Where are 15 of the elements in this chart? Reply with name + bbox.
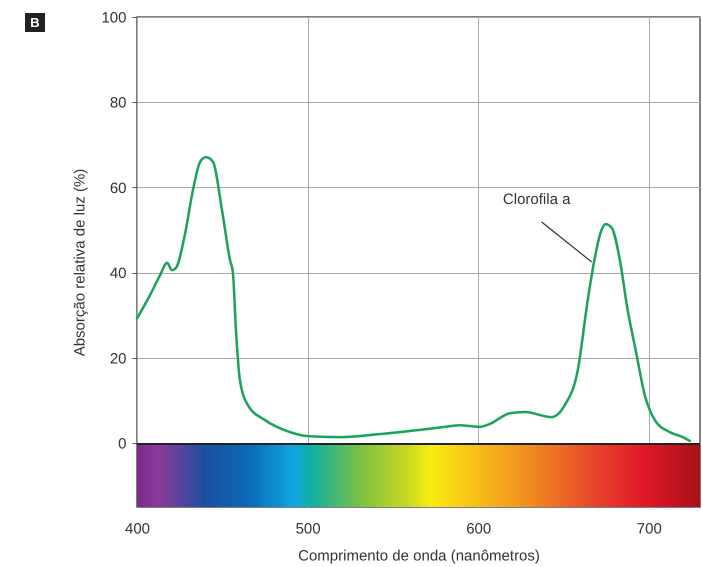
y-tick-label: 0 [118, 436, 126, 453]
y-axis-title: Absorção relativa de luz (%) [71, 168, 88, 356]
y-tick-label: 20 [110, 350, 126, 368]
y-tick-label: 80 [110, 94, 126, 112]
x-tick-label: 700 [636, 520, 662, 538]
text: B [25, 13, 45, 32]
y-tick-label: 100 [101, 10, 126, 26]
line-series [136, 156, 692, 442]
x-axis-title: Comprimento de onda (nanômetros) [298, 548, 540, 564]
annotation: Clorofila a [502, 191, 572, 208]
y-tick-label: 40 [110, 265, 126, 282]
x-tick-label: 500 [296, 520, 321, 538]
x-tick-label: 400 [124, 520, 150, 538]
y-tick-label: 60 [110, 180, 126, 197]
x-tick-label: 600 [466, 520, 492, 538]
